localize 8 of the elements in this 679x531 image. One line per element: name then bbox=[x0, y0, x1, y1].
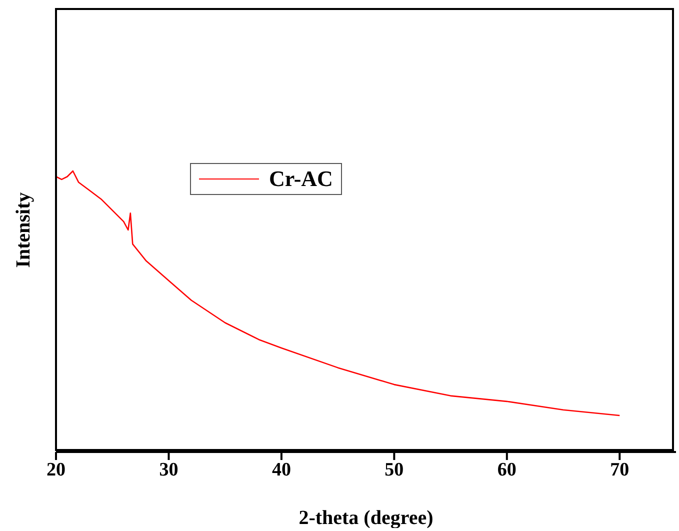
x-tick-label: 60 bbox=[497, 459, 516, 480]
x-tick-label: 20 bbox=[46, 459, 66, 480]
x-tick-label: 40 bbox=[272, 459, 291, 480]
x-tick-label: 70 bbox=[610, 459, 630, 480]
y-axis-title: Intensity bbox=[12, 192, 36, 268]
x-tick-label: 30 bbox=[159, 459, 178, 480]
legend-label: Cr-AC bbox=[269, 166, 333, 192]
x-tick-label: 50 bbox=[384, 459, 404, 480]
